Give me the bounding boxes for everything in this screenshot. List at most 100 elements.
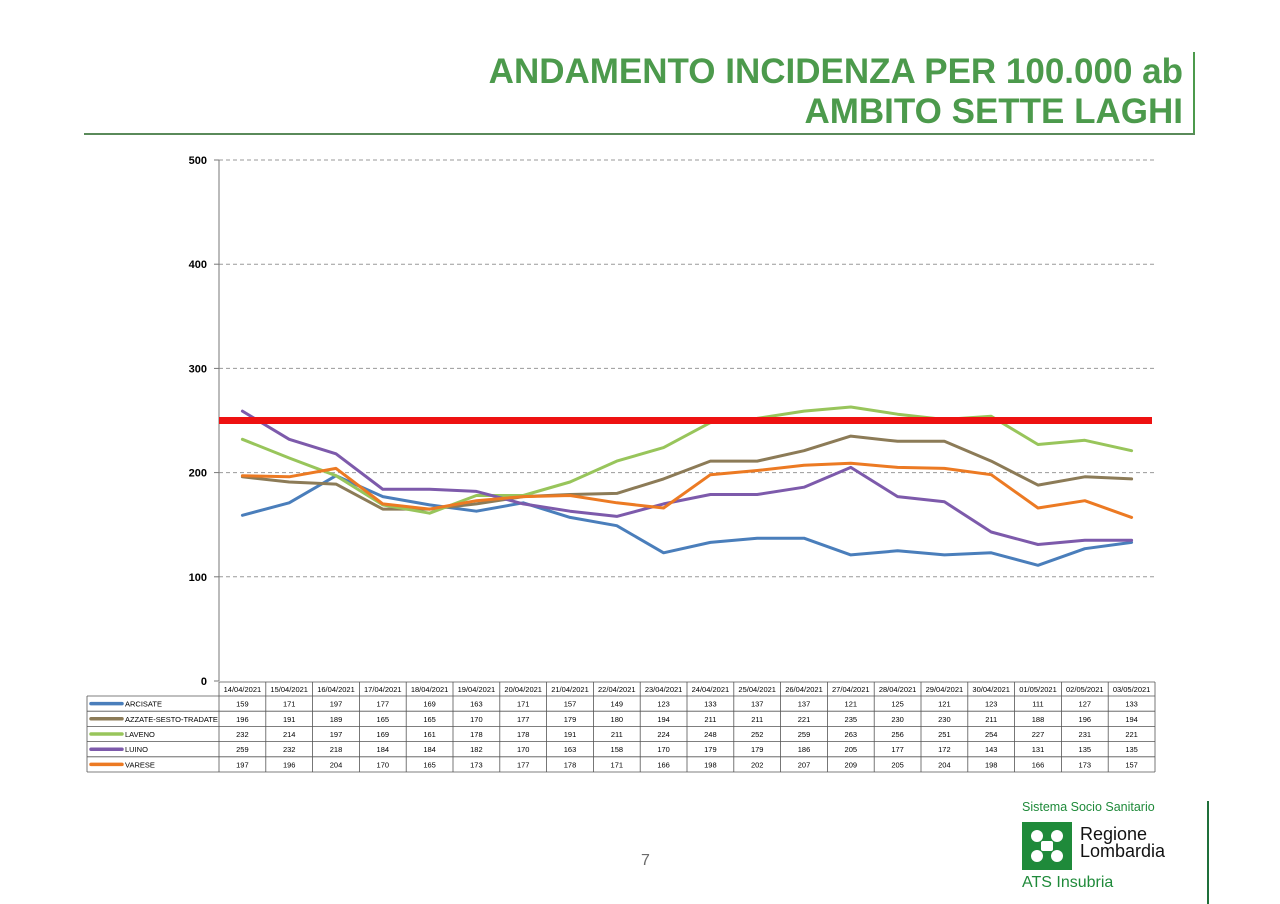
data-label: 137	[798, 700, 811, 709]
data-label: 198	[704, 760, 717, 769]
data-label: 230	[938, 715, 951, 724]
y-tick-label-200: 200	[189, 468, 207, 480]
x-tick-label: 02/05/2021	[1066, 685, 1104, 694]
y-tick-label-300: 300	[189, 363, 207, 375]
data-label: 158	[611, 745, 624, 754]
data-label: 169	[423, 700, 436, 709]
data-label: 259	[798, 730, 811, 739]
data-label: 177	[517, 760, 530, 769]
data-label: 204	[938, 760, 951, 769]
data-label: 125	[891, 700, 904, 709]
regione-lombardia-mark-icon	[1022, 822, 1072, 870]
series-line-laveno	[240, 405, 1134, 515]
data-label: 163	[470, 700, 483, 709]
data-label: 166	[657, 760, 670, 769]
page-title: ANDAMENTO INCIDENZA PER 100.000 ab AMBIT…	[489, 52, 1183, 132]
data-label: 165	[423, 760, 436, 769]
data-label: 248	[704, 730, 717, 739]
data-label: 179	[704, 745, 717, 754]
data-label: 173	[1079, 760, 1092, 769]
logo-region-text: Regione Lombardia	[1080, 824, 1166, 861]
title-line-1: ANDAMENTO INCIDENZA PER 100.000 ab	[488, 52, 1183, 91]
data-label: 256	[891, 730, 904, 739]
x-tick-label: 01/05/2021	[1019, 685, 1057, 694]
data-label: 207	[798, 760, 811, 769]
data-label: 196	[283, 760, 296, 769]
data-label: 178	[517, 730, 530, 739]
legend-label-arcisate: ARCISATE	[125, 700, 162, 709]
data-label: 191	[283, 715, 296, 724]
legend-label-laveno: LAVENO	[125, 730, 155, 739]
data-label: 197	[330, 730, 343, 739]
data-label: 123	[657, 700, 670, 709]
x-tick-label: 16/04/2021	[317, 685, 355, 694]
data-label: 186	[798, 745, 811, 754]
data-label: 184	[377, 745, 390, 754]
data-label: 157	[564, 700, 577, 709]
legend-label-azzate-sesto-tradate: AZZATE-SESTO-TRADATE	[125, 715, 218, 724]
data-label: 137	[751, 700, 764, 709]
series-line-luino	[240, 409, 1134, 546]
data-label: 197	[236, 760, 249, 769]
data-label: 157	[1125, 760, 1138, 769]
x-tick-label: 21/04/2021	[551, 685, 589, 694]
data-label: 170	[657, 745, 670, 754]
data-label: 189	[330, 715, 343, 724]
data-label: 170	[377, 760, 390, 769]
data-label: 252	[751, 730, 764, 739]
data-label: 133	[704, 700, 717, 709]
data-label: 133	[1125, 700, 1138, 709]
data-label: 165	[423, 715, 436, 724]
logo-region-line-1: Regione	[1080, 824, 1148, 844]
data-label: 178	[470, 730, 483, 739]
data-label: 235	[845, 715, 858, 724]
data-label: 211	[611, 730, 623, 739]
y-tick-label-400: 400	[189, 259, 207, 271]
data-label: 165	[377, 715, 390, 724]
x-tick-label: 18/04/2021	[411, 685, 449, 694]
data-label: 121	[845, 700, 858, 709]
data-label: 263	[845, 730, 858, 739]
data-label: 127	[1079, 700, 1092, 709]
x-tick-label: 19/04/2021	[458, 685, 496, 694]
data-label: 173	[470, 760, 483, 769]
data-label: 205	[845, 745, 858, 754]
data-label: 214	[283, 730, 296, 739]
x-tick-label: 03/05/2021	[1113, 685, 1151, 694]
data-label: 259	[236, 745, 249, 754]
x-tick-label: 28/04/2021	[879, 685, 917, 694]
data-label: 172	[938, 745, 951, 754]
data-label: 209	[845, 760, 858, 769]
data-label: 211	[751, 715, 763, 724]
y-tick-label-0: 0	[201, 676, 207, 688]
title-line-2: AMBITO SETTE LAGHI	[804, 92, 1183, 131]
page-number: 7	[641, 852, 650, 869]
series-line-arcisate	[240, 474, 1134, 567]
x-tick-label: 20/04/2021	[504, 685, 542, 694]
x-tick-label: 29/04/2021	[926, 685, 964, 694]
data-label: 180	[611, 715, 624, 724]
data-label: 194	[1125, 715, 1138, 724]
logo-divider	[1207, 801, 1209, 904]
data-label: 191	[564, 730, 577, 739]
data-label: 194	[657, 715, 670, 724]
series-line-varese	[240, 461, 1134, 519]
data-label: 198	[985, 760, 998, 769]
data-label: 221	[798, 715, 811, 724]
data-label: 188	[1032, 715, 1045, 724]
legend-label-luino: LUINO	[125, 745, 148, 754]
logo-region-line-2: Lombardia	[1080, 841, 1166, 861]
x-tick-label: 17/04/2021	[364, 685, 402, 694]
data-label: 177	[891, 745, 904, 754]
data-label: 232	[283, 745, 296, 754]
x-tick-label: 30/04/2021	[972, 685, 1010, 694]
data-label: 121	[938, 700, 951, 709]
data-label: 227	[1032, 730, 1045, 739]
y-tick-label-100: 100	[189, 572, 207, 584]
data-label: 218	[330, 745, 343, 754]
x-tick-label: 22/04/2021	[598, 685, 636, 694]
data-label: 161	[423, 730, 436, 739]
logo-system-text: Sistema Socio Sanitario	[1022, 800, 1155, 814]
data-label: 170	[517, 745, 530, 754]
x-tick-label: 27/04/2021	[832, 685, 870, 694]
